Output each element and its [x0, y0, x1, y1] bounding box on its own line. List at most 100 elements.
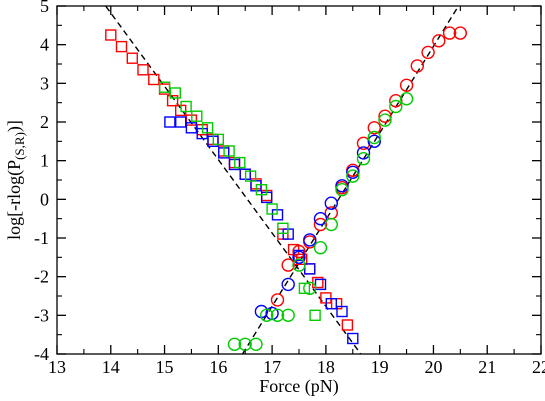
- y-axis-title: log[-rlog(P(S,R))]: [4, 120, 27, 240]
- circle-marker: [313, 240, 328, 255]
- square-marker: [169, 87, 182, 99]
- y-tick-label: -1: [34, 228, 49, 248]
- tick-labels: 13 14 15 16 17 18 19 20 21 22 -4 -3 -2 -1 0 1 2 3 4 5: [34, 0, 545, 377]
- square-marker: [158, 81, 171, 93]
- square-marker: [212, 133, 225, 146]
- circle-marker: [410, 59, 424, 73]
- circle-marker: [399, 78, 414, 93]
- circle-marker: [346, 169, 360, 183]
- square-marker: [201, 122, 214, 134]
- x-tick-label: 21: [478, 357, 496, 377]
- circle-marker: [292, 244, 306, 259]
- y-tick-label: 1: [40, 151, 49, 171]
- circle-marker: [292, 250, 306, 264]
- circle-marker: [313, 211, 328, 226]
- data-markers: [105, 26, 467, 351]
- circle-marker: [281, 258, 295, 272]
- square-marker: [164, 116, 176, 128]
- circle-marker: [281, 277, 295, 292]
- square-marker: [185, 122, 198, 134]
- square-marker: [166, 94, 179, 107]
- y-tick-label: 2: [40, 112, 49, 132]
- square-marker: [314, 278, 327, 291]
- fit-line-2: [241, 6, 460, 354]
- square-marker: [277, 222, 289, 235]
- x-tick-label: 20: [424, 357, 442, 377]
- circle-marker: [378, 109, 392, 123]
- circle-marker: [303, 233, 317, 247]
- x-tick-label: 15: [156, 357, 174, 377]
- square-marker: [341, 319, 354, 331]
- y-tick-label: 5: [40, 0, 49, 16]
- circle-marker: [356, 136, 371, 151]
- circle-marker: [313, 217, 328, 232]
- circle-marker: [335, 182, 349, 197]
- y-tick-label: 3: [40, 73, 49, 93]
- circle-marker: [324, 217, 338, 232]
- circle-marker: [421, 45, 435, 60]
- circle-marker: [335, 179, 349, 193]
- circle-marker: [227, 337, 242, 351]
- y-tick-label: -4: [34, 344, 49, 364]
- x-tick-label: 19: [371, 357, 389, 377]
- square-marker: [347, 332, 359, 345]
- square-marker: [266, 203, 278, 215]
- square-marker: [191, 110, 203, 122]
- x-tick-label: 17: [263, 357, 281, 377]
- circle-marker: [442, 26, 457, 40]
- square-marker: [105, 29, 117, 41]
- x-tick-label: 18: [317, 357, 335, 377]
- square-marker: [336, 305, 348, 318]
- circle-marker: [378, 113, 392, 127]
- square-marker: [298, 282, 311, 294]
- circle-marker: [367, 130, 381, 145]
- plot-frame: [56, 5, 542, 355]
- square-marker: [244, 170, 257, 182]
- y-tick-label: 4: [40, 35, 49, 55]
- y-tick-label: -2: [34, 267, 49, 287]
- y-axis-title-main: log[-rlog(P: [4, 160, 25, 240]
- square-marker: [223, 145, 235, 157]
- circle-marker: [389, 93, 403, 108]
- circle-marker: [281, 308, 295, 322]
- square-marker: [255, 183, 268, 196]
- circle-marker: [260, 308, 274, 322]
- circle-marker: [324, 196, 338, 210]
- circle-marker: [356, 151, 371, 166]
- circle-marker: [270, 293, 285, 307]
- circle-marker: [270, 308, 285, 322]
- fit-line-1: [104, 6, 362, 354]
- circle-marker: [292, 258, 306, 272]
- x-tick-label: 14: [102, 357, 120, 377]
- circle-marker: [249, 337, 263, 351]
- y-tick-label: -3: [34, 305, 49, 325]
- circle-marker: [265, 306, 279, 321]
- square-marker: [137, 64, 149, 76]
- square-marker: [180, 100, 192, 113]
- circle-marker: [399, 92, 414, 106]
- x-tick-label: 16: [209, 357, 227, 377]
- circle-marker: [389, 99, 403, 114]
- square-marker: [304, 263, 316, 275]
- y-tick-label: 0: [40, 189, 49, 209]
- circle-marker: [432, 34, 446, 48]
- circle-marker: [367, 134, 381, 149]
- circle-marker: [346, 165, 360, 180]
- circle-marker: [367, 121, 381, 135]
- square-marker: [115, 40, 128, 53]
- square-marker: [234, 156, 246, 169]
- y-axis-title-end: )]: [4, 120, 25, 132]
- y-axis-title-subscript: (S,R): [12, 132, 27, 160]
- square-marker: [148, 73, 160, 86]
- square-marker: [309, 309, 321, 321]
- x-tick-label: 22: [532, 357, 545, 377]
- square-marker: [325, 298, 337, 310]
- square-marker: [174, 116, 187, 128]
- square-marker: [304, 263, 316, 275]
- square-marker: [126, 52, 139, 64]
- x-tick-label: 13: [48, 357, 66, 377]
- x-axis-title: Force (pN): [259, 376, 338, 397]
- circle-marker: [453, 26, 467, 40]
- circle-marker: [356, 146, 371, 160]
